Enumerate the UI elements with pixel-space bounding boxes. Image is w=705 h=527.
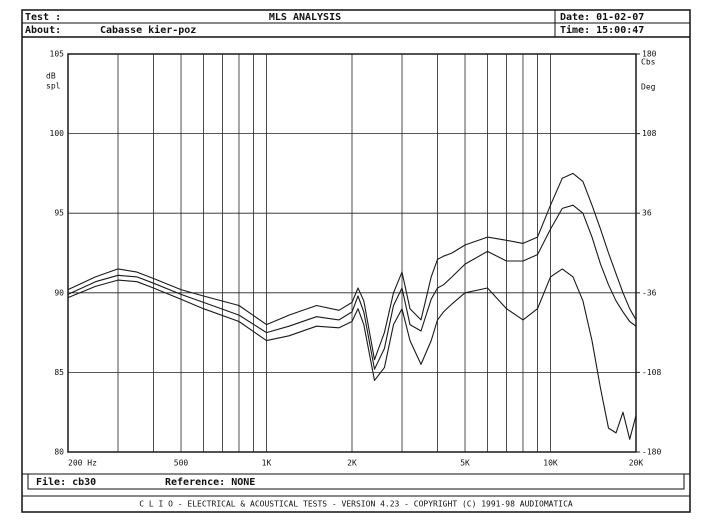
time: Time: 15:00:47 bbox=[560, 24, 644, 36]
y-label: dB bbox=[46, 72, 56, 81]
x-tick-label: 20K bbox=[629, 459, 644, 468]
y-tick-label: 85 bbox=[54, 368, 64, 377]
x-tick-label: 1K bbox=[262, 459, 272, 468]
y-tick-label: 100 bbox=[50, 129, 65, 138]
y-tick-label: 105 bbox=[50, 50, 65, 59]
reference: Reference: NONE bbox=[165, 477, 255, 488]
file: File: cb30 bbox=[36, 476, 96, 488]
series-line bbox=[67, 172, 637, 361]
y2-tick-label: 108 bbox=[642, 129, 657, 138]
y2-tick-label: 180 bbox=[642, 50, 657, 59]
x-tick-label: 10K bbox=[543, 459, 558, 468]
x-tick-label: 5K bbox=[460, 459, 470, 468]
date: Date: 01-02-07 bbox=[560, 12, 644, 23]
chart-title: MLS ANALYSIS bbox=[269, 12, 341, 23]
test-label: Test : bbox=[25, 12, 61, 23]
y2-tick-label: 36 bbox=[642, 209, 652, 218]
y-label: spl bbox=[46, 82, 61, 91]
x-tick-label: 200 Hz bbox=[68, 459, 97, 468]
x-tick-label: 2K bbox=[347, 459, 357, 468]
series-line bbox=[67, 204, 637, 370]
y2-tick-label: -180 bbox=[642, 448, 661, 457]
file-box bbox=[27, 473, 685, 490]
x-tick-label: 500 bbox=[174, 459, 189, 468]
y2-tick-label: -36 bbox=[642, 288, 657, 297]
series-line bbox=[67, 268, 637, 440]
about-label: About: bbox=[25, 25, 61, 36]
y2-label: Deg bbox=[641, 83, 656, 92]
banner: C L I O - ELECTRICAL & ACOUSTICAL TESTS … bbox=[139, 500, 573, 509]
frame bbox=[21, 9, 691, 513]
y-tick-label: 90 bbox=[54, 288, 64, 297]
about: Cabasse kier-poz bbox=[100, 24, 196, 36]
y2-label: Cbs bbox=[641, 58, 656, 67]
y-tick-label: 95 bbox=[54, 209, 64, 218]
y2-tick-label: -108 bbox=[642, 368, 661, 377]
y-tick-label: 80 bbox=[54, 448, 64, 457]
